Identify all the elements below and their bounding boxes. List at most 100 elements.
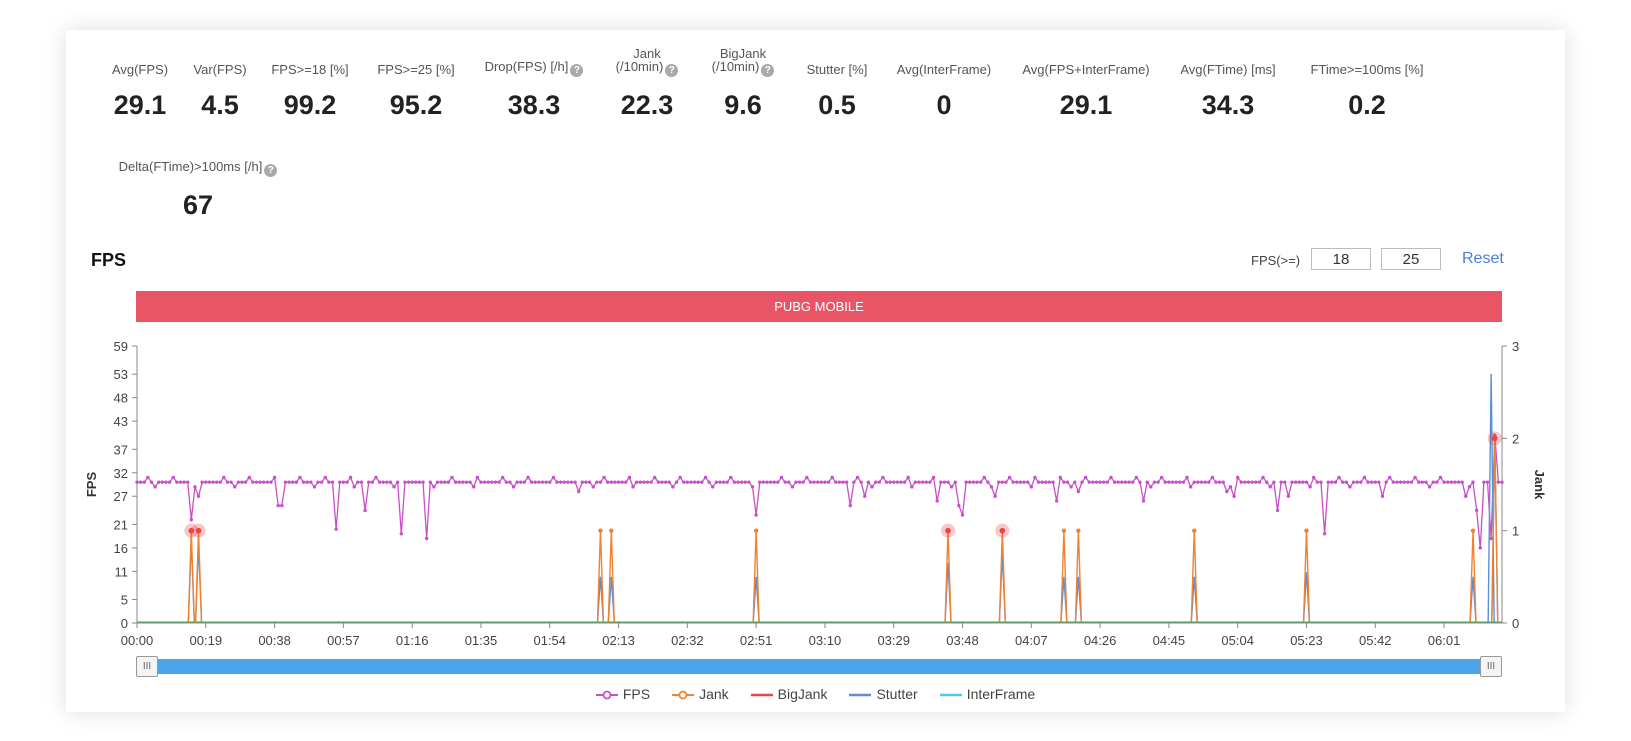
fps-point	[1062, 480, 1066, 484]
fps-point	[1178, 480, 1182, 484]
stat-bigjank: BigJank (/10min)? 9.6	[696, 40, 790, 125]
fps-point	[620, 480, 624, 484]
fps-point	[149, 480, 154, 484]
fps-point	[258, 480, 262, 484]
fps-point	[562, 480, 566, 484]
fps-point	[812, 480, 816, 484]
fps-point	[142, 480, 146, 484]
fps-point	[939, 480, 943, 484]
stat-value: 4.5	[201, 90, 239, 120]
legend-item-stutter[interactable]: Stutter	[849, 686, 918, 702]
fps-point	[631, 485, 635, 489]
fps-point	[1203, 480, 1207, 484]
fps-point	[519, 480, 523, 484]
fps-point	[276, 503, 280, 508]
fps-point	[1040, 480, 1044, 484]
y-right-tick-label: 0	[1512, 616, 1519, 631]
bigjank-point	[195, 527, 202, 534]
fps-point	[146, 475, 150, 480]
stat-label: Delta(FTime)>100ms [/h]	[118, 159, 263, 174]
help-icon[interactable]: ?	[570, 64, 584, 77]
x-tick-label: 04:26	[1084, 633, 1117, 648]
fps-point	[750, 485, 755, 489]
zoom-slider-right-handle[interactable]: III	[1480, 656, 1502, 677]
help-icon[interactable]: ?	[761, 64, 775, 77]
app-segment-bar[interactable]: PUBG MOBILE	[136, 291, 1502, 322]
fps-point	[844, 480, 849, 484]
fps-point	[1123, 480, 1128, 484]
zoom-slider-left-handle[interactable]: III	[136, 656, 158, 677]
fps-point	[1402, 480, 1406, 484]
fps-point	[265, 480, 270, 484]
stat-label: Drop(FPS) [/h]	[484, 59, 569, 74]
fps-point	[946, 480, 950, 484]
fps-point	[305, 480, 309, 484]
help-icon[interactable]: ?	[264, 164, 278, 177]
fps-point	[794, 480, 798, 484]
fps-point	[1485, 480, 1490, 484]
fps-point	[1069, 485, 1073, 489]
fps-point	[377, 480, 382, 484]
y-tick-label: 11	[115, 564, 129, 579]
fps-point	[189, 518, 194, 522]
fps-point	[566, 480, 570, 484]
fps-point	[1391, 480, 1396, 484]
fps-point	[1188, 485, 1193, 489]
fps-point	[1435, 480, 1439, 484]
fps-point	[1315, 480, 1320, 484]
stat-avg-interframe: Avg(InterFrame) 0	[886, 40, 1002, 125]
fps-point	[334, 527, 338, 531]
x-tick-label: 03:29	[877, 633, 910, 648]
fps-point	[700, 480, 704, 484]
legend-label: InterFrame	[966, 686, 1036, 702]
reset-button[interactable]: Reset	[1462, 250, 1504, 267]
fps-threshold-low-input[interactable]	[1311, 248, 1371, 270]
x-tick-label: 02:13	[602, 633, 635, 648]
fps-point	[1348, 485, 1352, 489]
fps-point	[739, 480, 744, 484]
stat-value: 9.6	[724, 90, 762, 120]
fps-point	[1130, 480, 1135, 484]
fps-threshold-label: FPS(>=)	[1251, 253, 1301, 268]
fps-point	[356, 480, 360, 484]
bigjank-point	[1491, 435, 1498, 442]
legend-item-interframe[interactable]: InterFrame	[939, 686, 1036, 702]
legend-item-fps[interactable]: FPS	[595, 686, 650, 702]
fps-point	[1445, 480, 1450, 484]
fps-point	[1474, 508, 1479, 513]
y-tick-label: 16	[114, 541, 128, 556]
y-axis-title: FPS	[84, 472, 99, 498]
y-tick-label: 53	[114, 367, 128, 382]
y-tick-label: 43	[114, 414, 128, 429]
fps-point	[1456, 480, 1461, 484]
fps-point	[479, 480, 483, 484]
zoom-slider-track[interactable]	[136, 659, 1502, 674]
fps-point	[1152, 480, 1157, 484]
fps-point	[540, 480, 545, 484]
fps-point	[1156, 480, 1160, 484]
fps-point	[841, 480, 845, 484]
legend-item-bigjank[interactable]: BigJank	[750, 686, 827, 702]
fps-point	[892, 480, 896, 484]
fps-point	[486, 480, 490, 484]
fps-point	[399, 532, 404, 536]
help-icon[interactable]: ?	[665, 64, 679, 77]
fps-point	[1105, 480, 1110, 484]
fps-threshold-high-input[interactable]	[1381, 248, 1441, 270]
fps-point	[906, 475, 910, 480]
fps-point	[240, 480, 244, 484]
fps-point	[1051, 480, 1055, 484]
fps-point	[1246, 480, 1251, 484]
legend-item-jank[interactable]: Jank	[672, 686, 729, 702]
fps-point	[1344, 480, 1349, 484]
fps-point	[1091, 480, 1095, 484]
fps-point	[1029, 485, 1034, 489]
fps-point	[1120, 480, 1124, 484]
stat-value: 99.2	[283, 90, 337, 120]
fps-point	[960, 513, 965, 517]
legend-marker-icon	[672, 690, 695, 700]
fps-point	[598, 480, 603, 484]
stat-label: Avg(FPS)	[111, 62, 169, 77]
bigjank-point	[945, 527, 951, 534]
fps-point	[982, 475, 986, 480]
